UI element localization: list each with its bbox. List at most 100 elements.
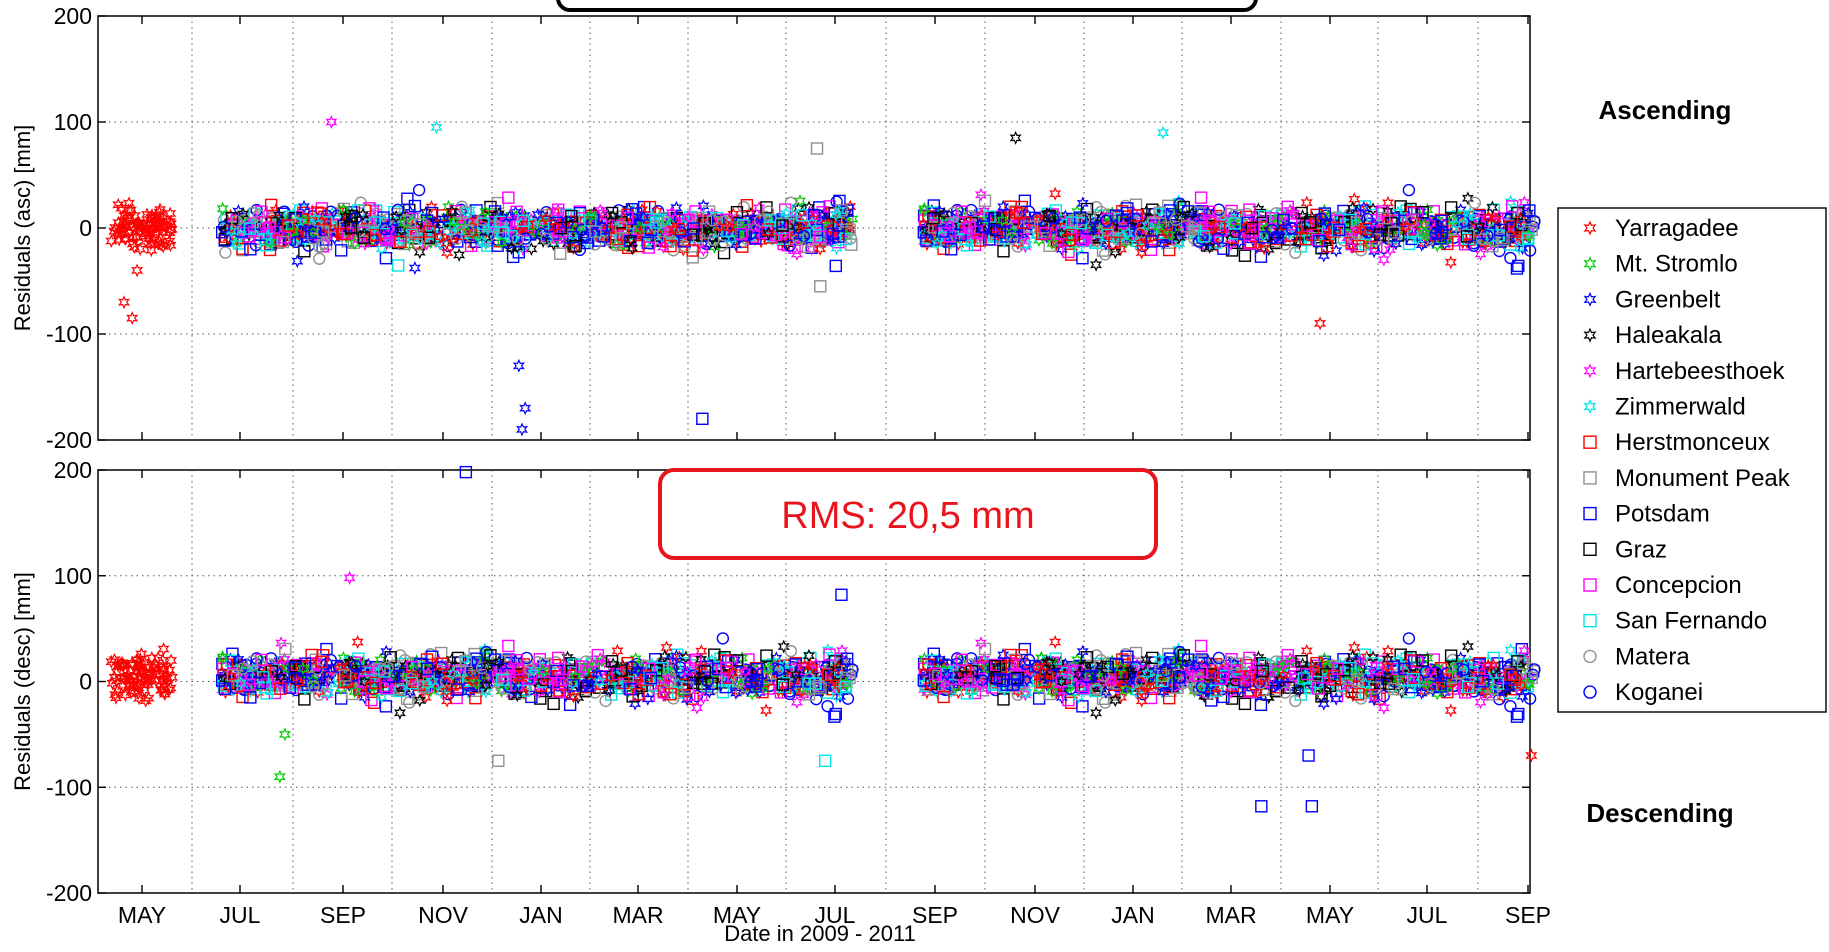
data-point: [758, 226, 772, 240]
data-point: [992, 227, 1005, 242]
data-point: [349, 660, 362, 673]
data-point: [744, 666, 757, 679]
data-point: [569, 239, 582, 253]
data-point: [810, 142, 824, 155]
data-point: [660, 640, 673, 655]
data-point: [435, 209, 449, 222]
y-tick-label: 200: [54, 457, 92, 483]
data-point: [225, 654, 238, 667]
data-point: [731, 675, 745, 689]
data-point: [764, 214, 777, 227]
data-point: [1262, 690, 1275, 705]
data-point: [1368, 233, 1382, 246]
data-point: [619, 662, 632, 677]
data-point: [230, 215, 244, 228]
y-tick-label: -200: [46, 427, 92, 453]
data-point: [344, 221, 358, 234]
data-point: [477, 653, 490, 668]
data-point: [642, 241, 655, 254]
data-point: [702, 222, 715, 237]
data-point: [165, 653, 178, 668]
data-point: [109, 220, 122, 235]
data-point: [342, 669, 356, 684]
data-point: [555, 225, 569, 238]
data-point: [1036, 227, 1049, 241]
data-point: [1504, 251, 1517, 265]
data-point: [1504, 699, 1517, 713]
data-point: [163, 225, 176, 240]
data-point: [307, 680, 320, 693]
data-point: [641, 691, 654, 706]
data-point: [1006, 232, 1019, 245]
data-point: [681, 209, 694, 224]
data-point: [1523, 212, 1536, 226]
data-point: [538, 657, 552, 670]
data-points-desc: [105, 465, 1541, 813]
data-point: [150, 209, 163, 224]
data-point: [698, 665, 711, 678]
data-point: [1493, 223, 1507, 237]
data-point: [496, 673, 509, 687]
data-point: [236, 662, 249, 675]
data-point: [1115, 229, 1129, 244]
data-point: [511, 233, 525, 247]
data-point: [308, 226, 321, 239]
data-point: [694, 659, 707, 674]
data-point: [1049, 186, 1062, 201]
data-point: [762, 661, 775, 677]
data-point: [569, 221, 582, 236]
data-point: [413, 693, 426, 708]
data-point: [839, 232, 853, 246]
data-point: [150, 674, 163, 688]
data-point: [357, 224, 370, 237]
data-point: [1334, 209, 1347, 224]
data-point: [404, 205, 417, 220]
data-point: [123, 210, 136, 225]
data-point: [936, 225, 949, 238]
data-point: [599, 694, 612, 708]
data-point: [549, 220, 562, 235]
data-point: [116, 658, 129, 672]
data-point: [1429, 227, 1442, 241]
data-point: [405, 228, 419, 242]
data-point: [1250, 240, 1264, 254]
data-point: [276, 235, 290, 249]
data-point: [696, 412, 709, 425]
data-point: [517, 214, 530, 228]
data-point: [671, 676, 685, 691]
data-point: [459, 206, 472, 219]
data-point: [458, 219, 471, 235]
data-point: [1039, 219, 1052, 233]
data-point: [821, 643, 834, 658]
data-point: [1077, 213, 1091, 226]
data-point: [527, 663, 540, 678]
data-point: [318, 661, 331, 676]
data-point: [686, 244, 699, 257]
data-point: [690, 700, 704, 715]
data-point: [814, 280, 827, 293]
y-tick-label: -100: [46, 321, 92, 347]
data-point: [378, 665, 391, 678]
data-point: [115, 221, 128, 236]
data-point: [830, 689, 843, 704]
data-point: [608, 672, 621, 685]
data-point: [1173, 230, 1186, 245]
data-point: [1297, 224, 1310, 237]
data-point: [379, 251, 393, 265]
data-point: [752, 200, 765, 215]
data-point: [644, 671, 658, 685]
data-point: [641, 236, 654, 250]
data-point: [1286, 205, 1299, 220]
data-point: [279, 642, 292, 656]
data-point: [943, 217, 956, 232]
data-point: [802, 648, 816, 663]
data-point: [422, 231, 436, 245]
data-point: [567, 689, 580, 704]
data-point: [235, 225, 248, 238]
data-point: [835, 665, 848, 680]
data-point: [657, 688, 670, 703]
data-point: [264, 652, 278, 665]
data-point: [614, 664, 628, 677]
data-point: [840, 674, 853, 687]
data-point: [964, 652, 978, 665]
